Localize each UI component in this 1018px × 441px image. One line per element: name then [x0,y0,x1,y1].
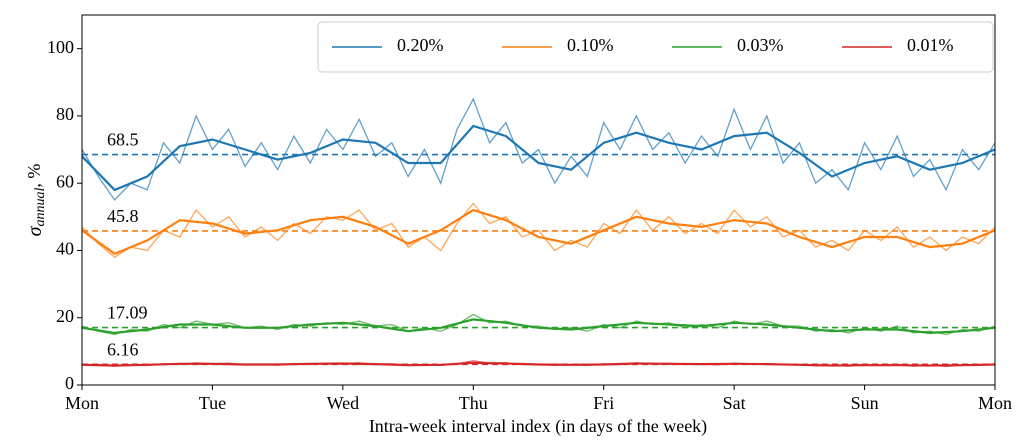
x-tick-label: Sun [851,393,879,413]
mean-label: 6.16 [107,339,139,359]
plot-frame [81,14,996,386]
legend-label: 0.20% [397,35,444,55]
x-tick-label: Mon [65,393,99,413]
smooth-line [81,318,996,335]
x-axis-label: Intra-week interval index (in days of th… [369,416,707,437]
mean-label: 17.09 [107,303,148,323]
x-tick-label: Wed [327,393,360,413]
legend-label: 0.10% [567,35,614,55]
mean-label: 68.5 [107,130,139,150]
y-tick-label: 100 [47,37,74,57]
x-tick-label: Thu [459,393,488,413]
smooth-line [81,361,996,367]
y-tick-label: 80 [56,104,74,124]
y-label-symbol: σ [24,225,46,236]
y-axis-label: σannual, % [24,164,49,237]
x-tick-label: Tue [199,393,226,413]
mean-label: 45.8 [107,206,139,226]
y-tick-label: 20 [56,306,74,326]
y-tick-label: 0 [65,373,74,393]
x-tick-label: Sat [723,393,746,413]
smooth-line [81,124,996,192]
x-tick-label: Fri [593,393,614,413]
raw-line [81,202,996,258]
x-tick-label: Mon [978,393,1012,413]
y-tick-label: 60 [56,171,74,191]
legend-label: 0.01% [907,35,954,55]
y-label-subscript: annual [33,188,48,227]
y-label-unit: , % [24,164,44,188]
raw-line [81,313,996,336]
raw-line [81,97,996,202]
legend-box [317,21,994,73]
y-tick-label: 40 [56,239,74,259]
legend-label: 0.03% [737,35,784,55]
smooth-line [81,208,996,256]
